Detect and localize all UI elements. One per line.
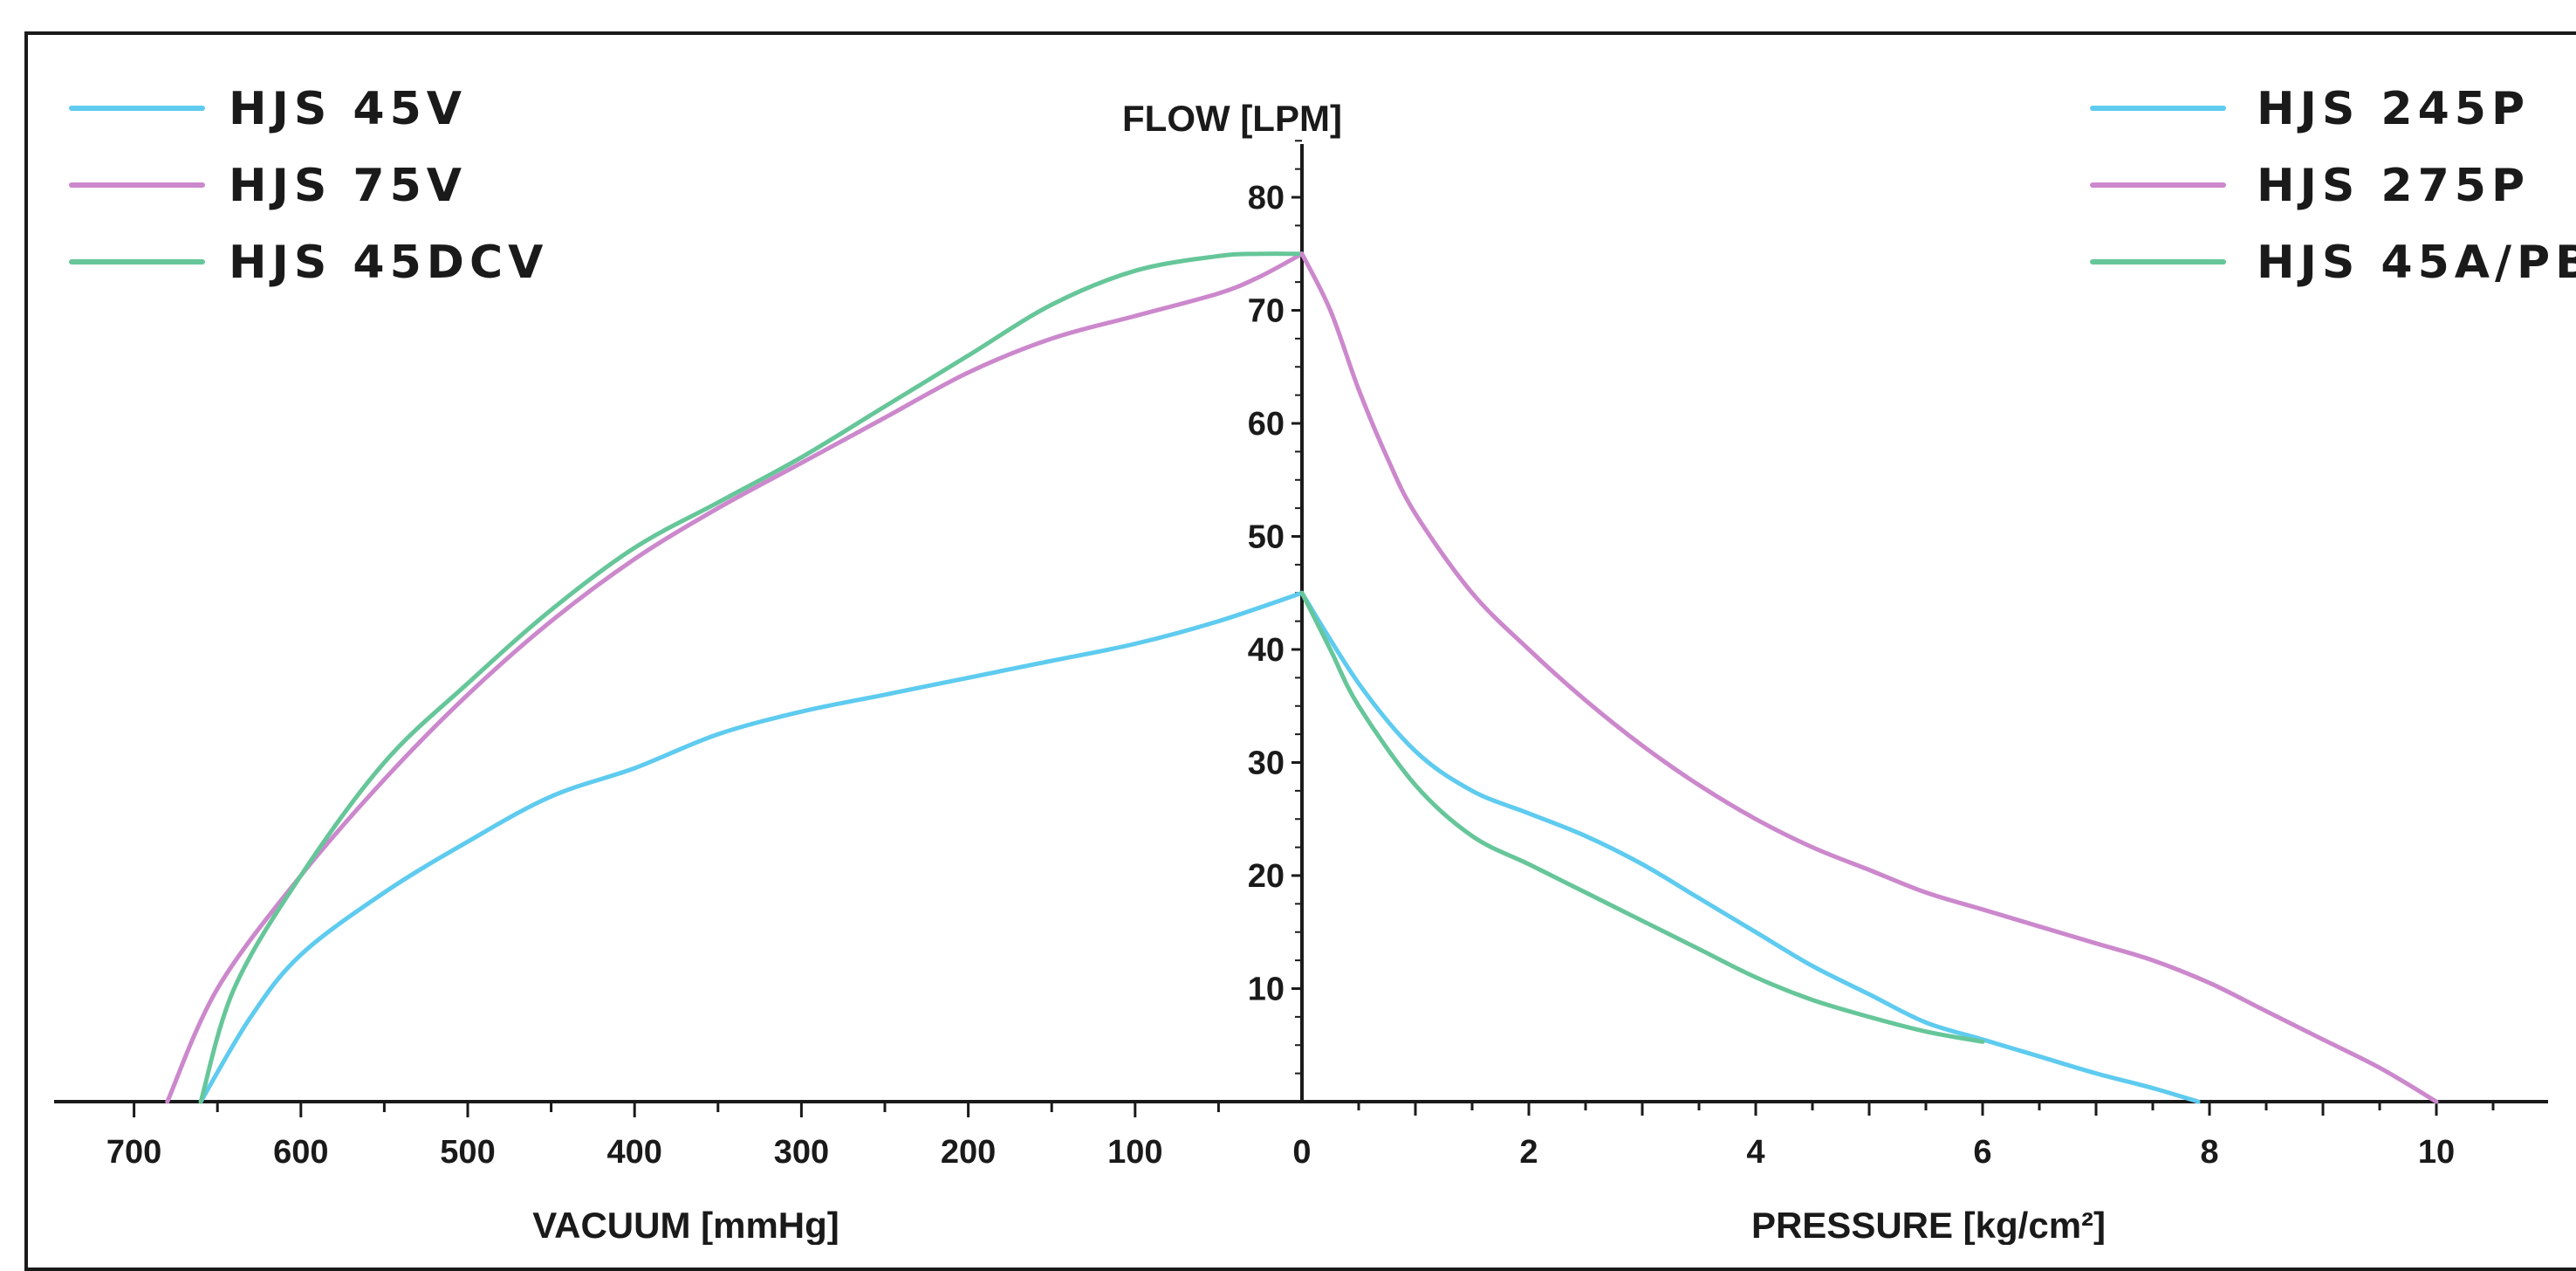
series-line-hjs-75v [165, 251, 1305, 1104]
vacuum-tick-label: 100 [1107, 1134, 1162, 1171]
legend-label-hjs-45a-pb: HJS 45A/PB [2257, 237, 2576, 289]
series-line-hjs-245p [1299, 590, 2201, 1104]
vacuum-axis-title: VACUUM [mmHg] [532, 1205, 839, 1245]
y-tick-label: 30 [1248, 745, 1285, 782]
pressure-tick-label: 6 [1973, 1134, 1991, 1171]
vacuum-tick-label: 400 [606, 1134, 661, 1171]
series-line-hjs-275p [1299, 251, 2439, 1104]
vacuum-tick-label: 200 [941, 1134, 996, 1171]
vacuum-tick-label: 300 [774, 1134, 829, 1171]
y-tick-label: 80 [1248, 180, 1285, 216]
vacuum-tick-label: 600 [273, 1134, 328, 1171]
y-tick-label: 70 [1248, 293, 1285, 330]
legend-label-hjs-275p: HJS 275P [2257, 160, 2530, 212]
legend-label-hjs-45v: HJS 45V [229, 83, 467, 135]
pressure-tick-label: 2 [1519, 1134, 1538, 1171]
pressure-tick-label: 10 [2418, 1134, 2455, 1171]
y-tick-label: 50 [1248, 519, 1285, 556]
series-line-hjs-45a-pb [1299, 590, 1985, 1044]
legend-label-hjs-245p: HJS 245P [2257, 83, 2530, 135]
pressure-tick-label: 8 [2200, 1134, 2218, 1171]
pressure-axis-title: PRESSURE [kg/cm²] [1751, 1205, 2106, 1245]
series-line-hjs-45v [198, 590, 1305, 1104]
legend-label-hjs-75v: HJS 75V [229, 160, 467, 212]
legend-label-hjs-45dcv: HJS 45DCV [229, 237, 548, 289]
flow-chart: 10 20 30 40 50 60 70 80 0 100 200 300 400 500 600 700 2 4… [54, 83, 2576, 1245]
vacuum-tick-label: 700 [106, 1134, 161, 1171]
y-axis-title: FLOW [LPM] [1122, 98, 1342, 139]
vacuum-tick-label: 0 [1292, 1134, 1311, 1171]
series-line-hjs-45dcv [198, 251, 1305, 1104]
y-tick-label: 10 [1248, 972, 1285, 1008]
vacuum-tick-label: 500 [440, 1134, 495, 1171]
y-tick-label: 60 [1248, 406, 1285, 443]
y-tick-label: 20 [1248, 858, 1285, 895]
y-tick-label: 40 [1248, 632, 1285, 669]
pressure-tick-label: 4 [1746, 1134, 1764, 1171]
